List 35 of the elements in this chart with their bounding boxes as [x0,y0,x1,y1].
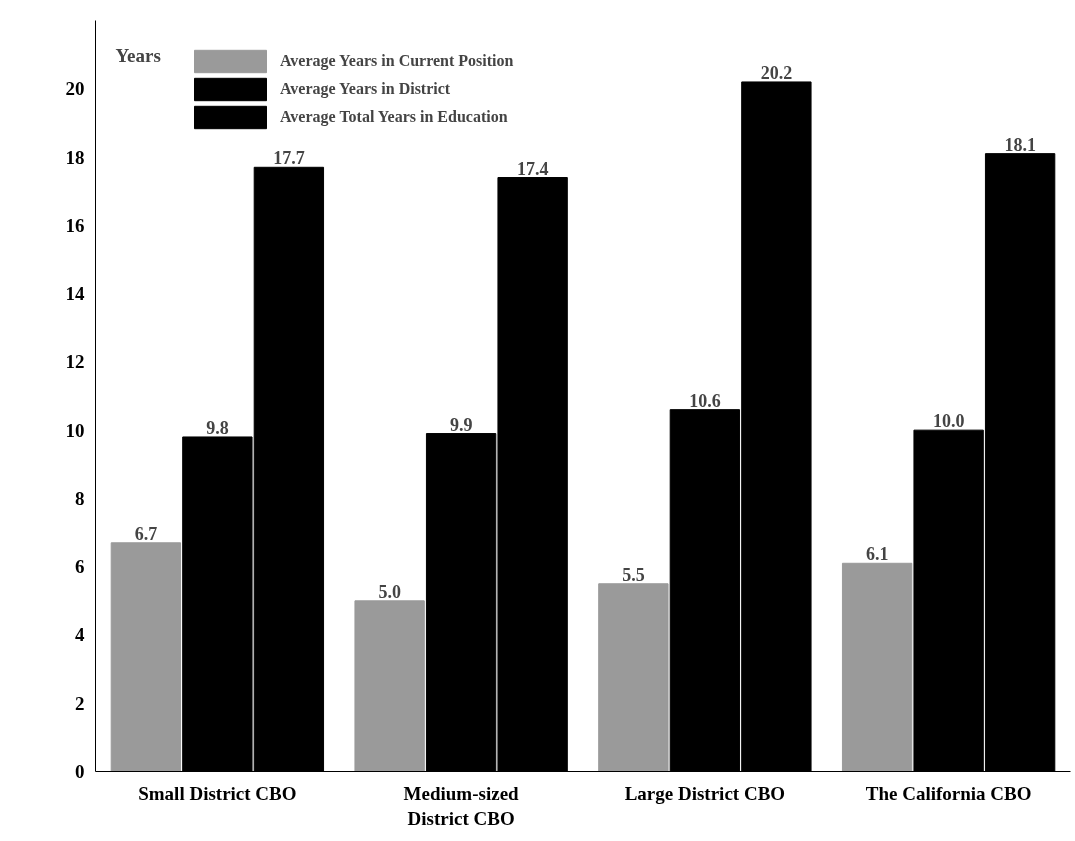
data-label: 20.2 [760,62,793,83]
y-tick-label: 4 [75,624,85,646]
y-tick-label: 18 [65,146,85,168]
y-axis-title: Years [115,44,161,66]
data-label: 6.1 [865,544,889,565]
data-label: 6.7 [134,523,158,544]
x-tick-label: Small District CBO [138,782,297,804]
data-label: 5.0 [378,581,401,602]
x-tick-label: Medium-sized District CBO [403,782,520,829]
bar [598,583,669,772]
y-tick-label: 14 [65,283,85,305]
y-tick-label: 10 [65,419,85,441]
data-label: 9.9 [449,414,473,435]
y-tick-label: 6 [75,556,85,578]
y-tick-label: 20 [65,78,85,100]
y-tick-label: 2 [75,692,85,714]
legend-label: Average Years in District [280,80,451,98]
data-label: 9.8 [206,417,229,438]
data-label: 10.6 [689,390,721,411]
data-label: 5.5 [622,564,645,585]
legend-label: Average Total Years in Education [280,108,508,126]
data-label: 10.0 [932,411,965,432]
x-tick-label: Large District CBO [624,782,786,804]
data-label: 17.4 [516,158,549,179]
y-tick-label: 8 [75,487,85,509]
data-label: 17.7 [273,148,305,169]
y-tick-label: 16 [65,214,85,236]
bar [354,600,425,772]
legend-label: Average Years in Current Position [280,52,514,70]
x-tick-label: The California CBO [865,782,1032,804]
y-tick-label: 12 [65,351,85,373]
bar [841,562,913,772]
bar [110,542,182,772]
data-label: 18.1 [1004,134,1036,155]
y-tick-label: 0 [75,761,85,782]
